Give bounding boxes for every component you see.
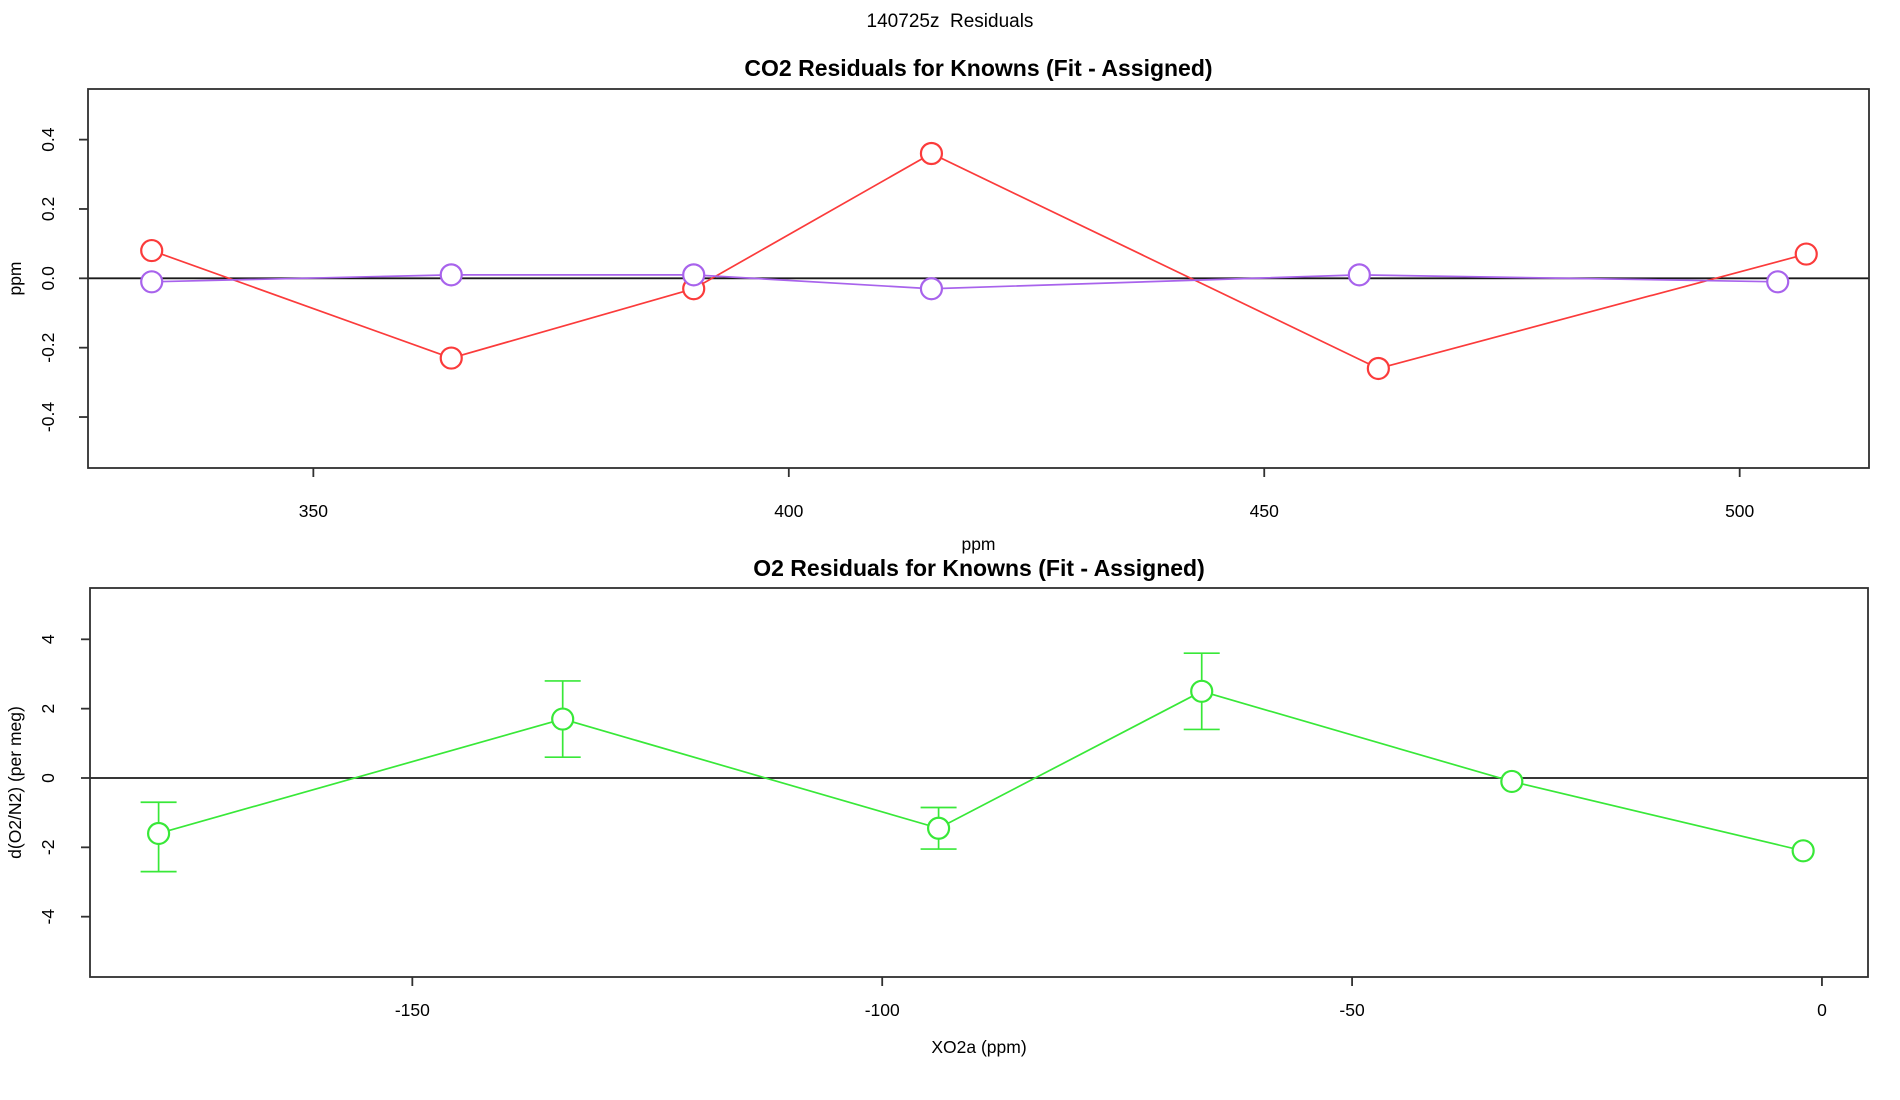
- co2-plot-panel: 350 400 450 500 -0.4 -0.2 0.0 0.2 0.4 CO2 Residua…: [5, 55, 1870, 554]
- figure-title: 140725z Residuals: [866, 11, 1034, 32]
- o2-plot-border: [89, 587, 1869, 978]
- o2-residual-series-green-point: [1500, 769, 1524, 794]
- co2-y-tick-label: 0.2: [38, 197, 58, 221]
- o2-x-tick-label: -150: [395, 1000, 430, 1020]
- co2-x-tick-label: 500: [1725, 501, 1754, 521]
- co2-residual-series-purple-point: [1347, 263, 1371, 287]
- o2-residual-series-green-point: [1190, 679, 1214, 703]
- co2-x-axis-label: ppm: [961, 534, 995, 554]
- co2-residual-series-red-point: [140, 238, 164, 263]
- co2-panel-title: CO2 Residuals for Knowns (Fit - Assigned…: [744, 55, 1212, 81]
- o2-y-tick-label: 2: [38, 704, 58, 714]
- o2-residual-series-green-point: [551, 707, 575, 731]
- co2-residual-series-red-point: [439, 346, 463, 370]
- o2-plot-panel: -150 -100 -50 0 -4 -2 0 2 4 O2 Residuals for Know…: [5, 555, 1869, 1057]
- o2-residual-series-green-line: [158, 690, 1804, 852]
- co2-residual-series-red-line: [151, 152, 1807, 370]
- co2-residual-series-purple-point: [140, 270, 164, 294]
- o2-x-axis-label: XO2a (ppm): [931, 1037, 1026, 1057]
- o2-y-tick-label: -2: [38, 840, 58, 856]
- co2-residual-series-purple-point: [439, 263, 463, 287]
- o2-panel-title: O2 Residuals for Knowns (Fit - Assigned): [753, 555, 1205, 581]
- co2-x-tick-label: 450: [1250, 501, 1279, 521]
- o2-x-tick-label: 0: [1817, 1000, 1827, 1020]
- o2-y-tick-label: -4: [38, 909, 58, 925]
- co2-x-tick-label: 350: [299, 501, 328, 521]
- co2-x-tick-label: 400: [774, 501, 803, 521]
- co2-residual-series-red-point: [1366, 356, 1390, 381]
- co2-y-tick-label: 0.0: [38, 266, 58, 291]
- o2-residual-series-green-point: [926, 816, 951, 840]
- co2-residual-series-purple-line: [151, 274, 1778, 290]
- co2-residual-series-red-point: [1794, 242, 1818, 266]
- co2-residual-series-purple-point: [682, 263, 706, 287]
- o2-x-tick-label: -50: [1339, 1000, 1365, 1020]
- co2-y-axis-label: ppm: [5, 261, 25, 295]
- co2-y-tick-label: 0.4: [38, 127, 58, 152]
- o2-y-tick-label: 0: [38, 773, 58, 783]
- o2-residual-series-green-point: [147, 821, 171, 846]
- co2-y-tick-label: -0.2: [38, 333, 58, 363]
- co2-residual-series-purple-point: [1766, 270, 1790, 294]
- o2-residual-series-green-point: [1791, 839, 1815, 863]
- o2-x-tick-label: -100: [865, 1000, 900, 1020]
- co2-residual-series-red-point: [919, 141, 944, 166]
- co2-y-tick-label: -0.4: [38, 402, 58, 432]
- o2-y-tick-label: 4: [38, 634, 58, 644]
- o2-y-axis-label: d(O2/N2) (per meg): [5, 706, 25, 859]
- co2-residual-series-purple-point: [919, 277, 944, 301]
